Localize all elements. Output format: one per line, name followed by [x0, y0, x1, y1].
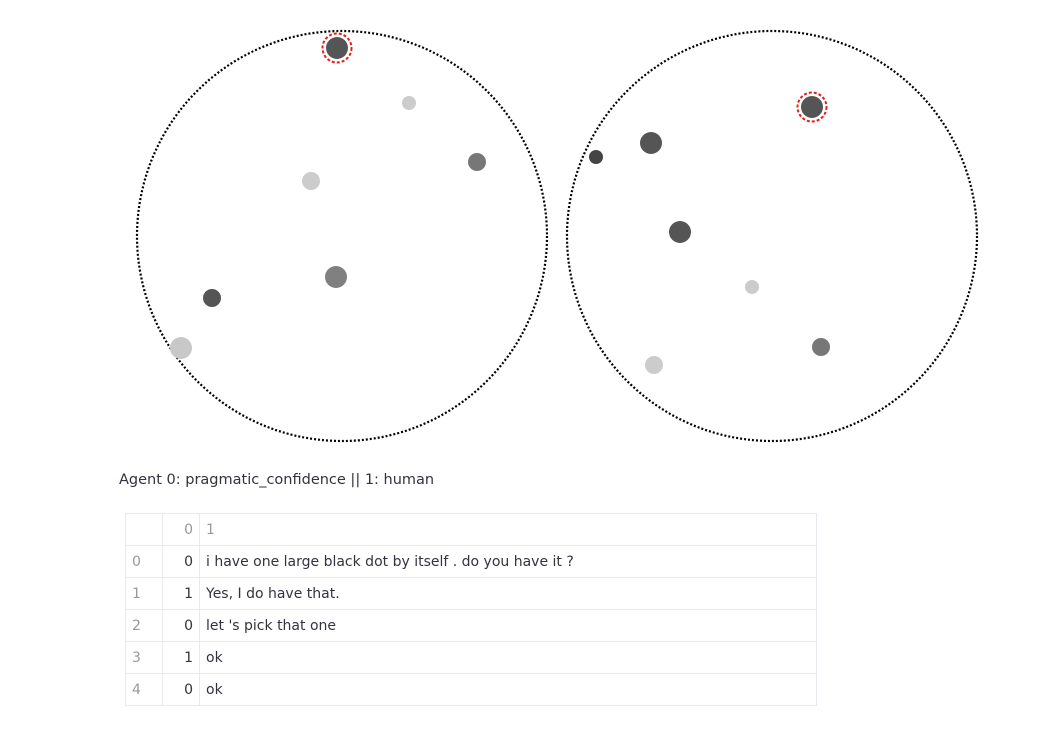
table-row: 1 1 Yes, I do have that.: [125, 577, 817, 610]
utterance-cell: ok: [199, 673, 817, 706]
utterance-cell: ok: [199, 641, 817, 674]
speaker-cell: 0: [162, 609, 200, 642]
dot[interactable]: [801, 96, 823, 118]
speaker-cell: 1: [162, 577, 200, 610]
column-header-utterance[interactable]: 1: [199, 513, 817, 546]
dot[interactable]: [645, 356, 663, 374]
view-boundary-circle: [565, 29, 979, 443]
utterance-cell: Yes, I do have that.: [199, 577, 817, 610]
dot[interactable]: [170, 337, 192, 359]
dot[interactable]: [589, 150, 603, 164]
view-boundary-circle: [135, 29, 549, 443]
row-index: 0: [125, 545, 163, 578]
dot[interactable]: [812, 338, 830, 356]
dot[interactable]: [640, 132, 662, 154]
dot[interactable]: [468, 153, 486, 171]
dot[interactable]: [302, 172, 320, 190]
dialogue-table: 0 1 0 0 i have one large black dot by it…: [125, 513, 817, 706]
dot[interactable]: [669, 221, 691, 243]
table-row: 2 0 let 's pick that one: [125, 609, 817, 642]
row-index: 2: [125, 609, 163, 642]
speaker-cell: 1: [162, 641, 200, 674]
speaker-cell: 0: [162, 673, 200, 706]
column-header-speaker[interactable]: 0: [162, 513, 200, 546]
table-row: 0 0 i have one large black dot by itself…: [125, 545, 817, 578]
row-index: 3: [125, 641, 163, 674]
agent-1-view: [565, 29, 979, 443]
dot[interactable]: [325, 266, 347, 288]
agent-0-view: [135, 29, 549, 443]
utterance-cell: i have one large black dot by itself . d…: [199, 545, 817, 578]
table-row: 4 0 ok: [125, 673, 817, 706]
row-index: 1: [125, 577, 163, 610]
speaker-cell: 0: [162, 545, 200, 578]
agent-views-canvas: [135, 29, 979, 443]
dot[interactable]: [745, 280, 759, 294]
table-row: 3 1 ok: [125, 641, 817, 674]
table-header-row: 0 1: [125, 513, 817, 546]
agent-caption: Agent 0: pragmatic_confidence || 1: huma…: [119, 472, 435, 488]
table-corner-cell: [125, 513, 163, 546]
dot[interactable]: [203, 289, 221, 307]
utterance-cell: let 's pick that one: [199, 609, 817, 642]
row-index: 4: [125, 673, 163, 706]
dot[interactable]: [402, 96, 416, 110]
dot[interactable]: [326, 37, 348, 59]
